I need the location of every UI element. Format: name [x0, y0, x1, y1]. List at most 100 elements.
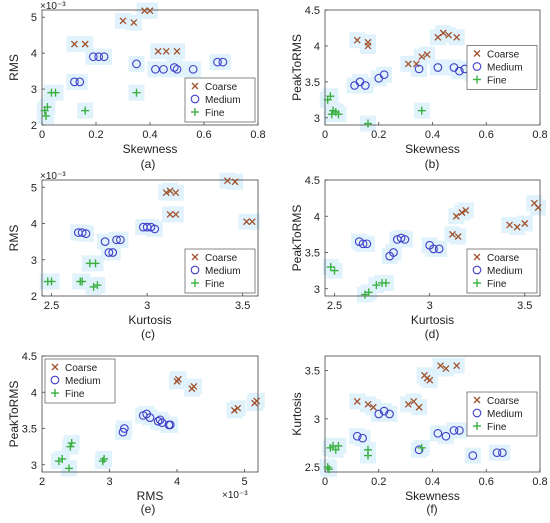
data-point	[429, 244, 438, 254]
legend-marker-medium	[190, 265, 200, 275]
legend-marker-medium	[472, 265, 482, 275]
data-point	[492, 448, 502, 458]
data-point	[172, 64, 182, 74]
data-point	[455, 426, 464, 435]
data-point	[358, 433, 367, 443]
x-axis-label: Skewness	[123, 142, 178, 156]
data-point	[81, 229, 91, 238]
data-point	[441, 431, 451, 441]
series-coarse	[449, 199, 542, 241]
y-axis-label: PeakToRMS	[7, 381, 21, 448]
data-point	[353, 36, 361, 44]
data-point	[172, 189, 180, 197]
y-axis-label: PeakToRMS	[290, 34, 304, 101]
y-tick-label: 4	[314, 41, 320, 53]
data-point	[99, 52, 109, 62]
data-point	[51, 88, 60, 97]
x-tick-label: 3.5	[517, 300, 532, 312]
data-point	[173, 47, 181, 55]
data-point	[77, 228, 87, 237]
legend-label-medium: Medium	[205, 266, 241, 277]
data-point	[360, 81, 370, 90]
series-fine	[326, 263, 390, 299]
data-point	[119, 424, 129, 433]
point-halo	[429, 59, 446, 76]
subplot-caption: (e)	[141, 502, 156, 516]
data-point	[253, 397, 261, 405]
y-tick-label: 3.5	[305, 366, 320, 378]
series-fine	[40, 88, 141, 121]
data-point	[433, 428, 443, 438]
series-coarse	[162, 177, 256, 226]
data-point	[66, 442, 75, 451]
data-point	[42, 112, 51, 121]
point-halo	[376, 66, 393, 83]
data-point	[162, 189, 170, 197]
subplot-6: 0 0.2 0.4 0.6 0.8 2.5 3 3.5 Skewness Kurtosis Coar…	[290, 355, 548, 516]
data-point	[166, 210, 174, 218]
legend-label-coarse: Coarse	[205, 253, 238, 264]
x-tick-label: 0	[39, 129, 45, 141]
series-coarse	[353, 362, 461, 411]
y-exponent-label: ×10⁻³	[40, 171, 66, 182]
data-point	[70, 40, 78, 48]
subplot-caption: (d)	[425, 327, 440, 341]
data-point	[455, 66, 464, 76]
x-tick-label: 4	[174, 476, 180, 488]
data-point	[439, 29, 447, 37]
data-point	[453, 362, 461, 370]
y-tick-label: 3	[31, 84, 37, 96]
data-point	[437, 362, 445, 370]
axes-frame	[324, 179, 541, 297]
data-point	[165, 420, 175, 430]
x-tick-label: 3.5	[235, 300, 250, 312]
data-point	[108, 248, 118, 257]
data-point	[78, 277, 87, 286]
data-point	[91, 259, 100, 268]
y-tick-label: 2.5	[305, 462, 320, 474]
legend-marker-fine	[51, 389, 59, 397]
subplot-caption: (a)	[141, 157, 156, 171]
data-point	[404, 60, 412, 68]
data-point	[334, 110, 343, 119]
subplot-caption: (f)	[426, 502, 437, 516]
x-tick-label: 2.5	[327, 300, 342, 312]
series-fine	[54, 439, 109, 473]
data-point	[153, 416, 163, 426]
data-point	[453, 33, 461, 41]
point-halo	[214, 54, 231, 71]
data-point	[118, 427, 128, 437]
data-point	[374, 409, 384, 419]
data-point	[372, 281, 381, 290]
x-tick-label: 0.8	[532, 476, 547, 488]
x-tick-label: 0.8	[250, 129, 265, 141]
data-point	[81, 40, 89, 48]
legend-label-medium: Medium	[487, 266, 523, 277]
x-tick-label: 0.2	[371, 476, 386, 488]
legend-label-fine: Fine	[65, 389, 85, 400]
point-halo	[381, 406, 398, 422]
data-point	[58, 454, 67, 463]
data-point	[116, 235, 125, 245]
y-axis-label: RMS	[7, 54, 21, 81]
data-point	[434, 33, 442, 41]
y-tick-label: 5	[31, 182, 37, 194]
legend: Coarse Medium Fine	[466, 391, 538, 437]
data-point	[364, 451, 372, 460]
legend-label-coarse: Coarse	[205, 82, 238, 93]
x-tick-label: 0.4	[425, 129, 440, 141]
data-point	[362, 239, 372, 249]
series-medium	[352, 406, 507, 460]
data-point	[130, 19, 138, 27]
legend-marker-coarse	[191, 253, 199, 261]
data-point	[415, 403, 423, 411]
legend-label-fine: Fine	[487, 422, 507, 433]
data-point	[462, 206, 470, 214]
legend-box	[184, 248, 256, 294]
data-point	[150, 224, 160, 234]
data-point	[364, 119, 372, 128]
data-point	[230, 406, 238, 414]
data-point	[132, 59, 141, 69]
legend: Coarse Medium Fine	[44, 358, 116, 404]
data-point	[88, 52, 98, 62]
